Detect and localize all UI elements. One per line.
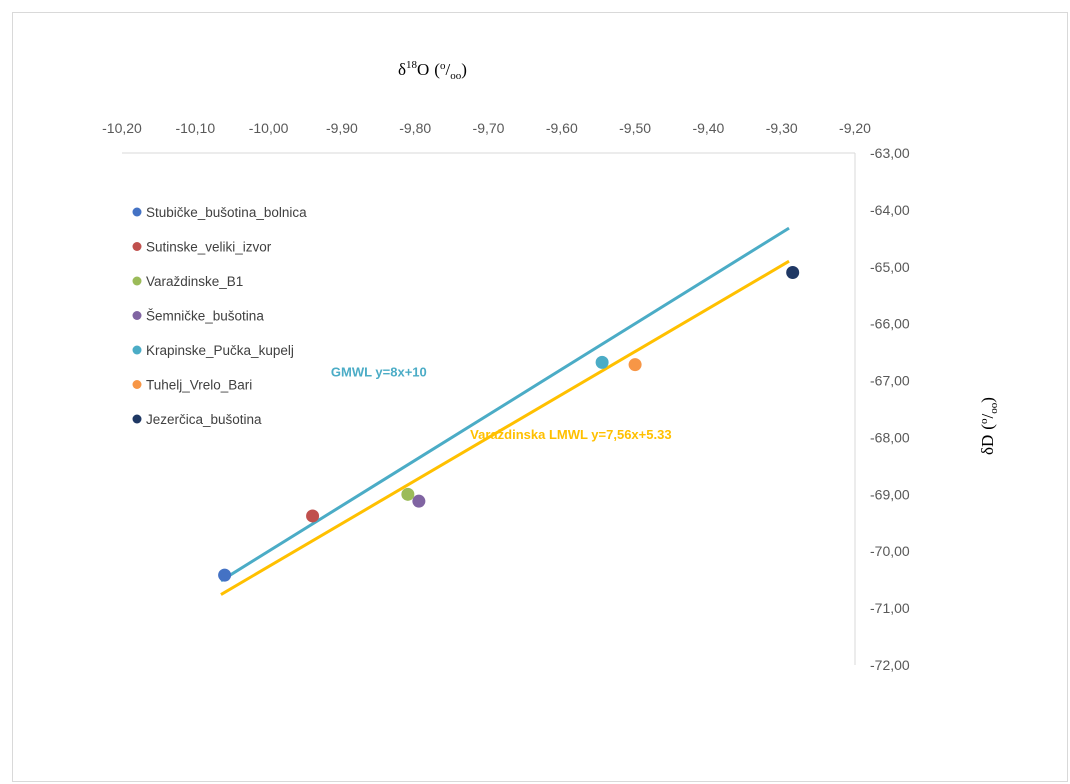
x-tick-label: -9,30 bbox=[766, 120, 798, 136]
legend-label: Jezerčica_bušotina bbox=[146, 412, 262, 427]
data-point bbox=[595, 355, 609, 369]
data-point bbox=[306, 509, 320, 523]
y-title-open: ( bbox=[978, 424, 997, 430]
y-tick-label: -65,00 bbox=[870, 259, 910, 275]
legend-label: Šemničke_bušotina bbox=[146, 309, 264, 324]
y-tick-label: -71,00 bbox=[870, 600, 910, 616]
y-title-num: o bbox=[978, 418, 990, 424]
x-title-close: ) bbox=[461, 60, 467, 79]
x-tick-label: -10,00 bbox=[249, 120, 289, 136]
x-tick-label: -9,40 bbox=[692, 120, 724, 136]
legend-marker bbox=[132, 242, 142, 251]
y-tick-label: -66,00 bbox=[870, 316, 910, 332]
x-title-num: o bbox=[440, 60, 446, 72]
data-point bbox=[412, 494, 426, 508]
x-tick-label: -9,90 bbox=[326, 120, 358, 136]
lmwl-line bbox=[220, 259, 790, 596]
y-tick-labels: -63,00 -64,00 -65,00 -66,00 -67,00 -68,00 -69,… bbox=[870, 145, 910, 673]
y-tick-label: -63,00 bbox=[870, 145, 910, 161]
y-tick-label: -67,00 bbox=[870, 373, 910, 389]
x-axis-title: δ18O (o/oo) bbox=[398, 59, 467, 82]
legend-marker bbox=[132, 276, 142, 286]
legend-label: Stubičke_bušotina_bolnica bbox=[146, 205, 307, 220]
x-title-slash: / bbox=[445, 60, 450, 79]
x-title-letter: O bbox=[417, 60, 429, 79]
legend-marker bbox=[132, 345, 142, 355]
y-tick-label: -72,00 bbox=[870, 657, 910, 673]
gmwl-line bbox=[220, 226, 790, 583]
x-tick-label: -10,10 bbox=[175, 120, 215, 136]
legend-marker bbox=[132, 207, 142, 217]
x-title-delta: δ bbox=[398, 60, 406, 79]
legend-marker bbox=[132, 311, 142, 320]
y-tick-label: -69,00 bbox=[870, 486, 910, 502]
legend-marker bbox=[132, 414, 142, 424]
y-title-delta: δD bbox=[978, 435, 997, 455]
data-point bbox=[401, 487, 415, 501]
chart-frame bbox=[12, 12, 1068, 782]
y-axis-title: δD (o/oo) bbox=[978, 397, 1000, 455]
lmwl-label: Varaždinska LMWL y=7,56x+5.33 bbox=[470, 427, 671, 442]
y-tick-label: -64,00 bbox=[870, 202, 910, 218]
y-title-slash: / bbox=[978, 414, 997, 419]
x-tick-labels: -10,20 -10,10 -10,00 -9,90 -9,80 -9,70 -9,60 -9… bbox=[102, 120, 871, 136]
x-tick-label: -9,80 bbox=[399, 120, 431, 136]
x-tick-label: -9,60 bbox=[546, 120, 578, 136]
y-title-close: ) bbox=[978, 397, 997, 403]
legend-label: Krapinske_Pučka_kupelj bbox=[146, 343, 294, 358]
x-title-open: ( bbox=[434, 60, 440, 79]
data-point bbox=[628, 358, 642, 372]
x-tick-label: -9,50 bbox=[619, 120, 651, 136]
y-tick-label: -68,00 bbox=[870, 429, 910, 445]
legend: Stubičke_bušotina_bolnica Sutinske_veliki… bbox=[132, 205, 307, 427]
y-title-den: oo bbox=[988, 402, 1000, 414]
data-points bbox=[218, 265, 800, 582]
data-point bbox=[218, 568, 232, 582]
legend-marker bbox=[132, 380, 142, 389]
gmwl-label: GMWL y=8x+10 bbox=[331, 365, 427, 380]
y-tick-label: -70,00 bbox=[870, 543, 910, 559]
data-point bbox=[786, 265, 800, 279]
legend-label: Sutinske_veliki_izvor bbox=[146, 240, 272, 255]
x-title-sup: 18 bbox=[406, 59, 418, 71]
x-tick-label: -10,20 bbox=[102, 120, 142, 136]
x-title-den: oo bbox=[450, 70, 462, 82]
fit-lines: GMWL y=8x+10 Varaždinska LMWL y=7,56x+5.3… bbox=[220, 226, 790, 596]
x-tick-label: -9,70 bbox=[473, 120, 505, 136]
x-tick-label: -9,20 bbox=[839, 120, 871, 136]
legend-label: Varaždinske_B1 bbox=[146, 274, 243, 289]
legend-label: Tuhelj_Vrelo_Bari bbox=[146, 378, 252, 393]
